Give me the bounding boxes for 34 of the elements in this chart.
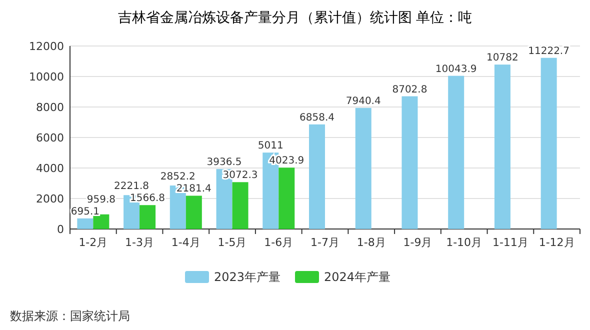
- x-tick-label: 1-7月: [310, 236, 340, 249]
- y-tick-label: 0: [57, 223, 64, 236]
- title: 吉林省金属冶炼设备产量分月（累计值）统计图 单位：吨: [118, 10, 472, 26]
- data-label: 3936.5: [206, 156, 242, 168]
- data-label: 7940.4: [346, 96, 381, 107]
- data-label: 6858.4: [300, 112, 334, 124]
- data-label: 8702.8: [392, 84, 428, 96]
- data-label: 2221.8: [114, 181, 150, 192]
- data-label: 10782: [486, 52, 518, 64]
- y-tick-label: 10000: [29, 70, 64, 84]
- source-note: 数据来源：国家统计局: [10, 309, 130, 323]
- legend-label: 2024年产量: [324, 270, 391, 284]
- legend-label: 2023年产量: [214, 270, 281, 284]
- y-tick-label: 8000: [36, 101, 64, 114]
- x-tick-label: 1-8月: [356, 236, 386, 249]
- x-tick-label: 1-10月: [446, 236, 482, 249]
- x-tick-label: 1-2月: [78, 236, 108, 249]
- x-tick-label: 1-11月: [492, 236, 528, 249]
- x-tick-label: 1-9月: [403, 236, 432, 249]
- data-label: 695.1: [70, 206, 100, 218]
- data-label: 11222.7: [528, 46, 570, 57]
- x-tick-label: 1-4月: [171, 236, 200, 249]
- data-label: 10043.9: [435, 64, 477, 75]
- x-tick-label: 1-6月: [264, 236, 294, 249]
- data-label: 2852.2: [160, 172, 196, 183]
- data-label: 959.8: [86, 194, 116, 206]
- x-tick-label: 1-5月: [218, 236, 247, 249]
- data-label: 5011: [258, 140, 284, 152]
- y-tick-label: 2000: [36, 192, 64, 206]
- y-tick-label: 12000: [29, 40, 64, 53]
- y-tick-label: 4000: [36, 162, 64, 175]
- y-tick-label: 6000: [36, 132, 64, 144]
- x-tick-label: 1-12月: [538, 236, 575, 249]
- x-tick-label: 1-3月: [125, 236, 154, 249]
